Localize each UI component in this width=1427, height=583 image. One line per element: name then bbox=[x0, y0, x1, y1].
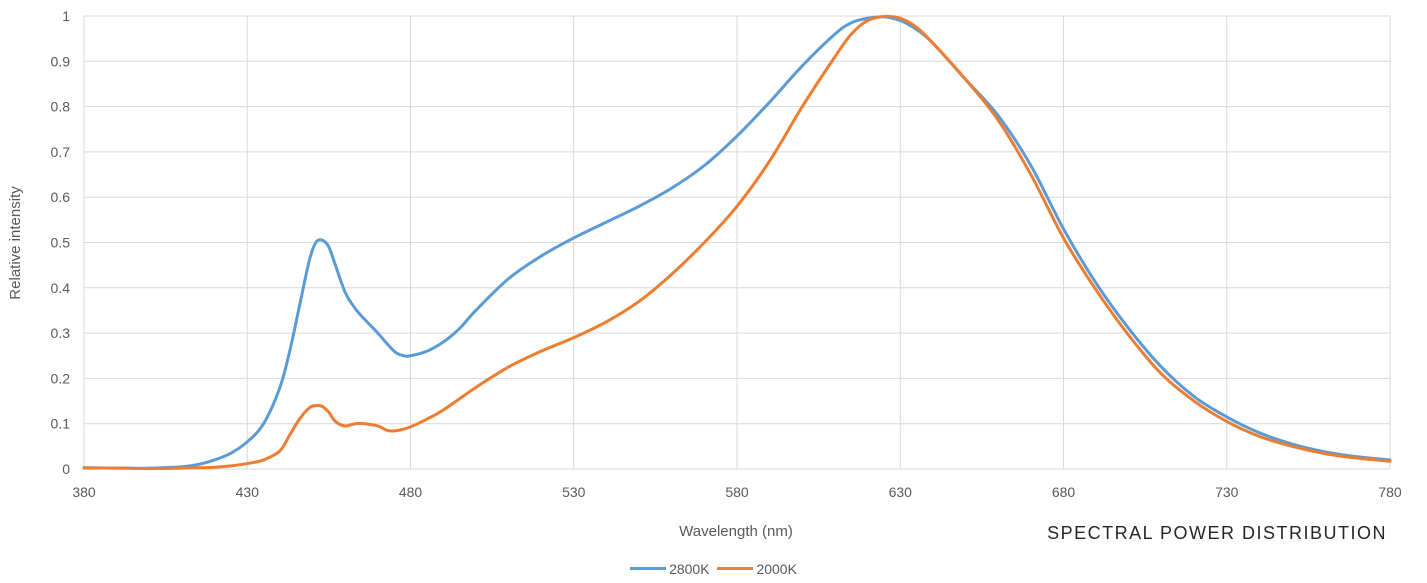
y-tick-labels: 0 0.1 0.2 0.3 0.4 0.5 0.6 0.7 0.8 0.9 1 bbox=[51, 8, 71, 477]
series-line-1 bbox=[82, 15, 1392, 470]
x-tick-label: 780 bbox=[1378, 484, 1402, 500]
y-tick-label: 0.4 bbox=[51, 280, 71, 296]
x-tick-label: 680 bbox=[1052, 484, 1076, 500]
y-tick-label: 0.7 bbox=[51, 144, 71, 160]
y-tick-label: 0.3 bbox=[51, 325, 71, 341]
y-tick-label: 0.8 bbox=[51, 99, 71, 115]
x-tick-label: 530 bbox=[562, 484, 586, 500]
x-tick-label: 430 bbox=[236, 484, 260, 500]
y-tick-label: 0.1 bbox=[51, 416, 71, 432]
y-tick-label: 0 bbox=[62, 461, 70, 477]
y-tick-label: 0.2 bbox=[51, 370, 71, 386]
x-tick-label: 730 bbox=[1215, 484, 1239, 500]
series-line-2 bbox=[82, 14, 1392, 471]
legend-label-series-1: 2800K bbox=[669, 560, 710, 577]
chart-title: SPECTRAL POWER DISTRIBUTION bbox=[1047, 523, 1387, 543]
x-tick-label: 630 bbox=[889, 484, 913, 500]
x-tick-label: 480 bbox=[399, 484, 423, 500]
y-axis-title: Relative intensity bbox=[7, 186, 24, 300]
y-tick-label: 1 bbox=[62, 8, 70, 24]
legend-item-series-1: 2800K bbox=[630, 560, 710, 577]
legend: 2800K 2000K bbox=[0, 557, 1427, 577]
series-layer bbox=[82, 14, 1392, 471]
x-tick-labels: 380 430 480 530 580 630 680 730 780 bbox=[72, 484, 1402, 500]
y-tick-label: 0.5 bbox=[51, 235, 71, 251]
legend-item-series-2: 2000K bbox=[717, 560, 797, 577]
grid-lines bbox=[83, 15, 1391, 470]
legend-label-series-2: 2000K bbox=[756, 560, 797, 577]
x-axis-title: Wavelength (nm) bbox=[679, 523, 793, 540]
y-tick-label: 0.6 bbox=[51, 189, 71, 205]
x-tick-label: 380 bbox=[72, 484, 96, 500]
y-tick-label: 0.9 bbox=[51, 53, 71, 69]
x-tick-label: 580 bbox=[725, 484, 749, 500]
legend-swatch-series-2 bbox=[717, 567, 754, 570]
legend-swatch-series-1 bbox=[630, 567, 667, 570]
